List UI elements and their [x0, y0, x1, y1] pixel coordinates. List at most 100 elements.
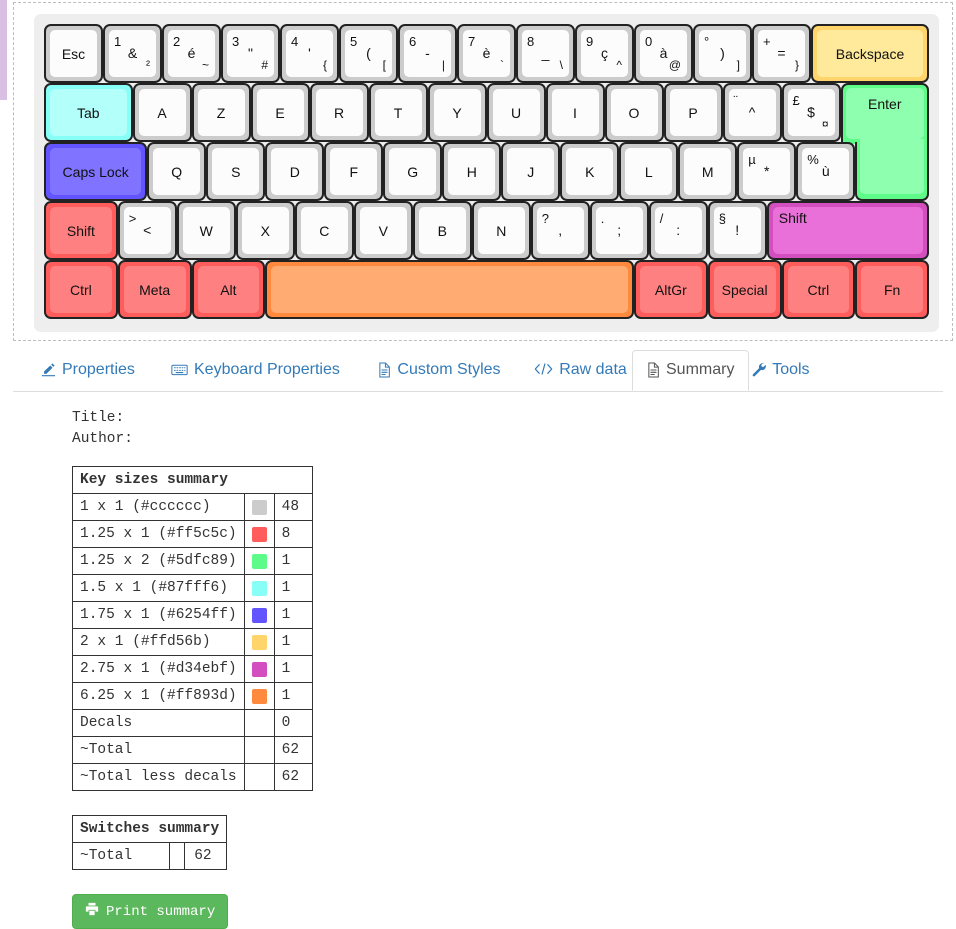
row-name: 1.25 x 1 (#ff5c5c): [72, 520, 245, 548]
key-space[interactable]: /:: [648, 201, 708, 260]
key-y[interactable]: Y: [427, 83, 487, 142]
key-cap: 0 à @: [640, 30, 687, 77]
key-label: ': [308, 44, 311, 61]
key-d[interactable]: D: [265, 142, 325, 201]
key-space[interactable]: ¨ ^: [722, 83, 782, 142]
key-3[interactable]: 3 " #: [221, 24, 280, 83]
key-n[interactable]: N: [471, 201, 531, 260]
key-h[interactable]: H: [442, 142, 502, 201]
key-q[interactable]: Q: [147, 142, 207, 201]
key-space[interactable]: [265, 260, 634, 319]
key-w[interactable]: W: [176, 201, 236, 260]
table-row: 2 x 1 (#ffd56b) 1: [72, 628, 313, 656]
key-o[interactable]: O: [604, 83, 664, 142]
key-space[interactable]: £ $ ¤: [781, 83, 841, 142]
key-label: -: [425, 44, 430, 61]
color-swatch: [251, 688, 267, 704]
key-label: Z: [216, 104, 226, 121]
key-space[interactable]: + =}: [752, 24, 811, 83]
key-x[interactable]: X: [235, 201, 295, 260]
key-k[interactable]: K: [560, 142, 620, 201]
key-a[interactable]: A: [132, 83, 192, 142]
key-label: AltGr: [654, 281, 687, 298]
key-cap: C: [300, 207, 348, 254]
key-cap: 4 ' {: [286, 30, 333, 77]
tab-raw-data[interactable]: Raw data: [519, 350, 642, 391]
key-f[interactable]: F: [324, 142, 384, 201]
tab-tools[interactable]: Tools: [736, 350, 824, 391]
key-i[interactable]: I: [545, 83, 605, 142]
tab-summary[interactable]: Summary: [632, 350, 750, 391]
key-special[interactable]: Special: [707, 260, 782, 319]
key-cap: Ctrl: [787, 266, 850, 313]
key-v[interactable]: V: [353, 201, 413, 260]
key-esc[interactable]: Esc: [44, 24, 103, 83]
key-label: ù: [821, 162, 830, 179]
key-alt[interactable]: Alt: [191, 260, 266, 319]
key-5[interactable]: 5 ([: [339, 24, 398, 83]
key-8[interactable]: 8 _ \: [516, 24, 575, 83]
key-r[interactable]: R: [309, 83, 369, 142]
tab-label: Tools: [772, 361, 810, 378]
key-label: =: [777, 44, 786, 61]
key-backspace[interactable]: Backspace: [811, 24, 929, 83]
key-2[interactable]: 2 é ~: [162, 24, 221, 83]
key-meta[interactable]: Meta: [117, 260, 192, 319]
keyboard-panel: Esc 1 & ² 2 é ~3 " #4 ' {5 ([6- | 7 è ` 8 _ \ 9 ç ^ 0 à @ °)] + =} B…: [34, 14, 939, 332]
row-count: 62: [273, 736, 313, 764]
key-label: }: [794, 58, 799, 72]
key-l[interactable]: L: [619, 142, 679, 201]
key-z[interactable]: Z: [191, 83, 251, 142]
key-0[interactable]: 0 à @: [634, 24, 693, 83]
key-1[interactable]: 1 & ²: [103, 24, 162, 83]
table-row: Decals 0: [72, 709, 313, 737]
key-space[interactable]: % ù: [796, 142, 856, 201]
key-4[interactable]: 4 ' {: [280, 24, 339, 83]
row-name: ~Total: [71, 842, 171, 870]
key-space[interactable]: ?,: [530, 201, 590, 260]
key-p[interactable]: P: [663, 83, 723, 142]
key-label: W: [199, 222, 213, 239]
key-space[interactable]: µ *: [737, 142, 797, 201]
key-enter[interactable]: Enter: [840, 83, 929, 201]
key-altgr[interactable]: AltGr: [634, 260, 708, 319]
key-shift[interactable]: Shift: [44, 201, 118, 260]
key-label: `: [500, 58, 504, 72]
key-space[interactable]: .;: [589, 201, 649, 260]
key-caps-lock[interactable]: Caps Lock: [44, 142, 148, 201]
key-space[interactable]: °)]: [693, 24, 752, 83]
key-9[interactable]: 9 ç ^: [575, 24, 634, 83]
key-fn[interactable]: Fn: [855, 260, 929, 319]
key-t[interactable]: T: [368, 83, 428, 142]
color-swatch-cell: [243, 493, 275, 521]
key-shift[interactable]: Shift: [766, 201, 929, 260]
key-label: U: [510, 104, 522, 121]
key-space[interactable]: > <: [117, 201, 177, 260]
key-label: ]: [736, 58, 740, 72]
row-name: 2.75 x 1 (#d34ebf): [72, 655, 245, 683]
key-label: V: [378, 222, 388, 239]
key-sizes-summary-table: Key sizes summary 1 x 1 (#cccccc) 48 1.25 …: [72, 466, 313, 791]
key-s[interactable]: S: [206, 142, 266, 201]
key-ctrl[interactable]: Ctrl: [44, 260, 118, 319]
key-j[interactable]: J: [501, 142, 561, 201]
color-swatch-cell: [169, 842, 186, 870]
key-c[interactable]: C: [294, 201, 354, 260]
key-tab[interactable]: Tab: [44, 83, 133, 142]
key-u[interactable]: U: [486, 83, 546, 142]
row-name: ~Total: [72, 736, 245, 764]
key-b[interactable]: B: [412, 201, 472, 260]
print-summary-button[interactable]: Print summary: [72, 894, 229, 929]
tab-custom-styles[interactable]: Custom Styles: [363, 350, 515, 391]
tab-properties[interactable]: Properties: [26, 350, 150, 391]
key-7[interactable]: 7 è `: [457, 24, 516, 83]
key-6[interactable]: 6- |: [398, 24, 457, 83]
key-m[interactable]: M: [678, 142, 738, 201]
key-ctrl[interactable]: Ctrl: [781, 260, 856, 319]
key-e[interactable]: E: [250, 83, 310, 142]
key-label: |: [441, 58, 445, 72]
table-row: ~Total 62: [72, 736, 313, 764]
key-g[interactable]: G: [383, 142, 443, 201]
tab-keyboard-properties[interactable]: Keyboard Properties: [156, 350, 355, 391]
key-space[interactable]: §!: [707, 201, 767, 260]
